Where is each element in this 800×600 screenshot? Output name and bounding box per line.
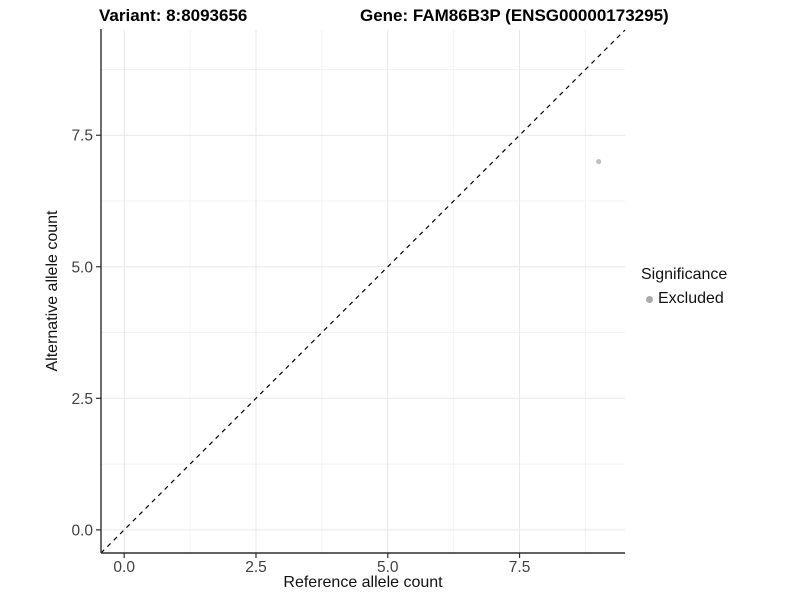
y-tick-label: 5.0 [71,259,93,276]
y-tick-label: 0.0 [71,522,93,539]
y-axis-title: Alternative allele count [44,210,61,372]
legend-item-label: Excluded [658,290,724,307]
legend: Significance Excluded [641,266,727,308]
y-tick-label: 2.5 [71,391,93,408]
x-tick-label: 0.0 [113,559,135,576]
x-tick-label: 2.5 [245,559,267,576]
data-point [596,158,602,165]
legend-point-swatch [646,295,653,303]
variant-title: Variant: 8:8093656 [99,6,248,25]
y-tick-label: 7.5 [71,128,93,145]
gene-title: Gene: FAM86B3P (ENSG00000173295) [360,6,669,25]
x-tick-label: 7.5 [509,559,531,576]
legend-title: Significance [641,266,728,283]
legend-item-excluded: Excluded [641,290,727,308]
identity-line [100,29,626,554]
legend-key [641,291,658,308]
x-axis-title: Reference allele count [283,574,443,591]
x-tick-label: 5.0 [377,559,399,576]
